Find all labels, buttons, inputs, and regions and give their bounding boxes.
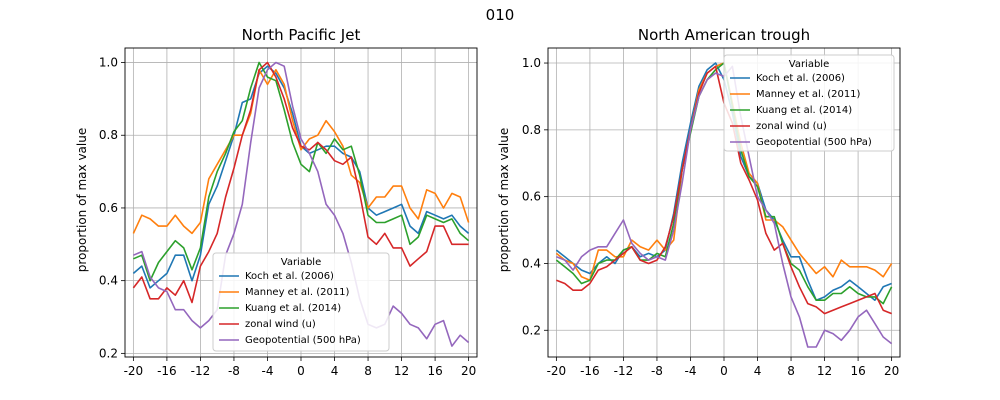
plot-frame — [547, 47, 901, 358]
y-tick-label: 0.4 — [99, 274, 118, 288]
legend-title: Variable — [789, 59, 830, 70]
x-tick-label: 4 — [754, 364, 762, 378]
x-tick-label: 8 — [787, 364, 795, 378]
legend-entry: Kuang et al. (2014) — [245, 303, 341, 314]
chart-title: North American trough — [638, 26, 810, 44]
x-tick-label: -20 — [547, 364, 567, 378]
x-tick-label: -4 — [684, 364, 696, 378]
x-tick-label: 12 — [394, 364, 409, 378]
legend-entry: Geopotential (500 hPa) — [245, 335, 361, 346]
x-tick-label: 16 — [850, 364, 865, 378]
legend-entry: zonal wind (u) — [756, 121, 827, 132]
x-tick-label: 20 — [884, 364, 899, 378]
x-tick-label: 8 — [364, 364, 372, 378]
y-axis-label: proportion of max value — [497, 128, 511, 272]
y-axis-label: proportion of max value — [75, 128, 89, 272]
legend: Variable Koch et al. (2006) Manney et al. … — [723, 54, 895, 152]
legend-entry: Koch et al. (2006) — [756, 73, 845, 84]
y-tick-label: 0.2 — [522, 323, 541, 337]
x-tick-label: 16 — [427, 364, 442, 378]
y-tick-label: 0.6 — [99, 201, 118, 215]
x-tick-label: 0 — [720, 364, 728, 378]
x-tick-label: -16 — [580, 364, 600, 378]
x-tick-label: -8 — [651, 364, 663, 378]
legend-box — [212, 252, 390, 352]
x-tick-label: -12 — [191, 364, 211, 378]
figure-suptitle: 010 — [486, 6, 515, 24]
legend-entry: zonal wind (u) — [245, 319, 316, 330]
legend-box — [723, 54, 895, 152]
x-tick-label: -16 — [157, 364, 177, 378]
series-line — [133, 61, 470, 282]
y-tick-label: 1.0 — [99, 56, 118, 70]
x-tick-label: 20 — [461, 364, 476, 378]
plot-frame — [124, 47, 478, 358]
y-tick-label: 1.0 — [522, 56, 541, 70]
chart-north-american-trough: North American trough proportion of max … — [497, 26, 901, 378]
y-tick-label: 0.8 — [522, 123, 541, 137]
y-tick-label: 0.4 — [522, 256, 541, 270]
y-tick-label: 0.2 — [99, 346, 118, 360]
y-tick-label: 0.8 — [99, 128, 118, 142]
x-tick-label: 0 — [297, 364, 305, 378]
x-tick-label: 12 — [817, 364, 832, 378]
legend-entry: Geopotential (500 hPa) — [756, 137, 872, 148]
legend: Variable Koch et al. (2006) Manney et al. … — [212, 252, 390, 352]
legend-entry: Manney et al. (2011) — [756, 89, 861, 100]
series-line — [133, 61, 470, 347]
x-tick-label: -8 — [228, 364, 240, 378]
legend-title: Variable — [281, 257, 322, 268]
x-tick-label: -12 — [614, 364, 634, 378]
x-tick-label: -20 — [124, 364, 144, 378]
x-tick-label: 4 — [331, 364, 339, 378]
legend-entry: Kuang et al. (2014) — [756, 105, 852, 116]
series-line — [132, 61, 469, 304]
y-tick-label: 0.6 — [522, 190, 541, 204]
series-line — [132, 69, 470, 235]
legend-entry: Manney et al. (2011) — [245, 287, 350, 298]
legend-entry: Koch et al. (2006) — [245, 271, 334, 282]
chart-north-pacific-jet: North Pacific Jet proportion of max valu… — [75, 26, 478, 378]
x-tick-label: -4 — [261, 364, 273, 378]
chart-title: North Pacific Jet — [242, 26, 361, 44]
